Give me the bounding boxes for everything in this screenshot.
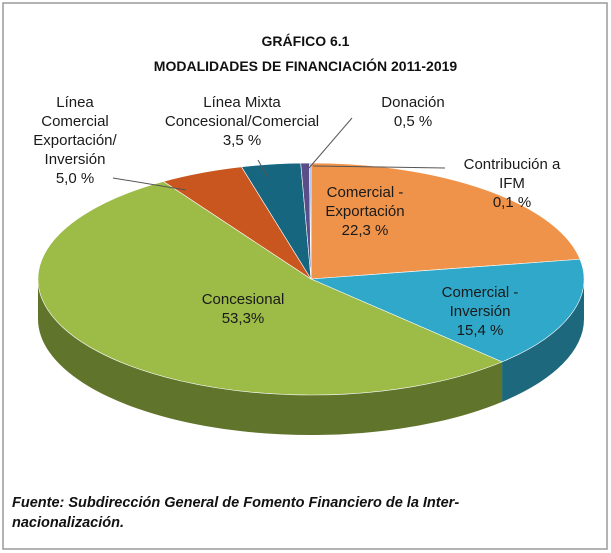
leader-line [257, 159, 269, 179]
slice-label: Concesional 53,3% [202, 290, 285, 328]
category-label: Comercial - Exportación [325, 184, 405, 220]
source-note: Fuente: Subdirección General de Fomento … [12, 495, 460, 531]
category-label: Comercial - Inversión [441, 284, 519, 320]
slice [310, 162, 581, 280]
value-label: 15,4 % [456, 322, 504, 339]
value-label: 3,5 % [222, 132, 262, 149]
chart-title: GRÁFICO 6.1 [261, 33, 350, 49]
category-label: Línea Comercial Exportación/ Inversión [33, 94, 117, 168]
slice-label: Donación 0,5 % [381, 93, 444, 131]
slice-label: Línea Mixta Concesional/Comercial 3,5 % [165, 93, 319, 150]
value-label: 53,3% [221, 310, 265, 327]
category-label: Donación [381, 94, 445, 111]
leader-lines [112, 117, 446, 191]
value-label: 22,3 % [341, 222, 389, 239]
leader-line [312, 165, 446, 169]
value-label: 5,0 % [55, 170, 95, 187]
leader-line [112, 177, 187, 191]
slice [310, 258, 585, 363]
pie [37, 162, 585, 435]
slice [37, 181, 503, 396]
slice-side [38, 279, 503, 435]
slice-label: Línea Comercial Exportación/ Inversión 5,… [33, 93, 116, 188]
category-label: Concesional [201, 291, 285, 308]
leader-line [308, 117, 353, 169]
category-label: Contribución a IFM [463, 156, 561, 192]
slice-label: Comercial - Exportación 22,3 % [325, 183, 404, 240]
slice-label: Contribución a IFM 0,1 % [463, 155, 562, 212]
value-label: 0,1 % [492, 194, 532, 211]
category-label: Línea Mixta Concesional/Comercial [164, 94, 320, 130]
slice [308, 162, 312, 280]
value-label: 0,5 % [393, 113, 433, 130]
slice-label: Comercial - Inversión 15,4 % [415, 283, 546, 340]
chart-subtitle: MODALIDADES DE FINANCIACIÓN 2011-2019 [153, 58, 458, 74]
